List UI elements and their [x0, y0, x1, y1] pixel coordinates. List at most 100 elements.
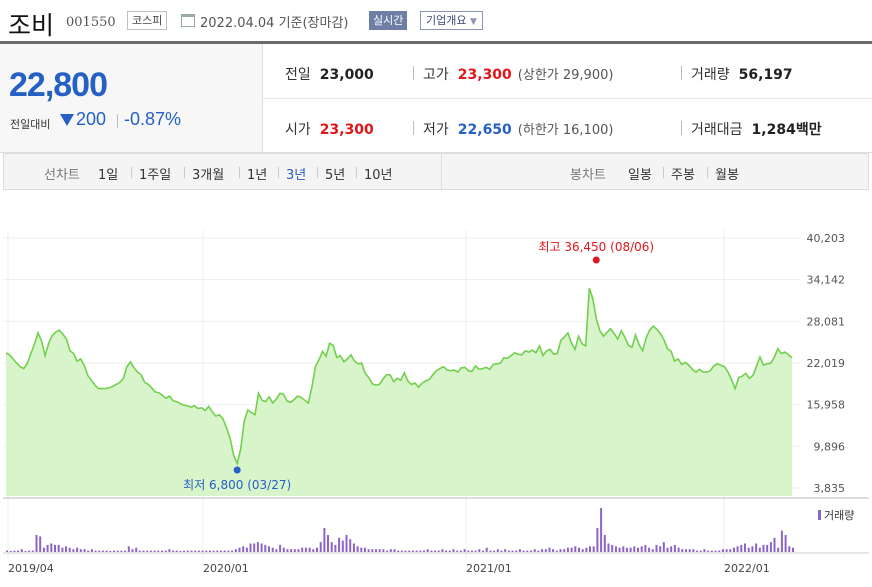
volume-bar [124, 550, 127, 552]
tab-1d[interactable]: 1일 [98, 168, 119, 183]
volume-bar [467, 550, 470, 552]
high-marker [592, 256, 600, 264]
stat-prev-close: 전일 23,000 [285, 64, 374, 84]
x-tick-label: 2020/01 [203, 562, 249, 575]
tab-1y[interactable]: 1년 [247, 168, 268, 183]
price-area [6, 288, 792, 496]
volume-bar [35, 535, 38, 552]
volume-bar [600, 508, 603, 552]
volume-bar [699, 550, 702, 552]
divider [413, 121, 414, 135]
divider [663, 167, 664, 178]
volume-bar [685, 549, 687, 552]
tab-daily[interactable]: 일봉 [628, 168, 652, 183]
tab-1w[interactable]: 1주일 [139, 168, 172, 183]
volume-bar [168, 549, 171, 552]
volume-bar [496, 549, 499, 552]
volume-bar [788, 546, 791, 552]
volume-bar [312, 549, 315, 552]
volume-bar [633, 546, 636, 552]
volume-bar [544, 549, 547, 552]
change-label: 전일대비 [10, 118, 51, 131]
volume-bar [268, 546, 270, 552]
divider [441, 154, 442, 189]
volume-bar [46, 544, 49, 552]
volume-bar [780, 530, 783, 552]
volume-bar [304, 547, 307, 552]
volume-legend-label: 거래량 [824, 509, 854, 522]
volume-bar [482, 550, 484, 552]
tab-monthly[interactable]: 월봉 [715, 168, 739, 183]
volume-bar [589, 546, 591, 552]
volume-bar [245, 547, 248, 552]
volume-bar [382, 549, 385, 552]
price-stats: 전일 23,000 고가 23,300 (상한가 29,900) 거래량 56,197 … [263, 44, 872, 153]
line-chart-label: 선차트 [44, 168, 80, 183]
tab-5y[interactable]: 5년 [325, 168, 346, 183]
tab-3m[interactable]: 3개월 [192, 168, 225, 183]
company-overview-button[interactable]: 기업개요 ▼ [420, 11, 483, 30]
volume-bar [736, 546, 739, 552]
volume-bar [113, 550, 115, 552]
volume-bar [574, 546, 577, 552]
stats-row: 전일 23,000 고가 23,300 (상한가 29,900) 거래량 56,197 [263, 44, 872, 98]
volume-bar [319, 542, 322, 552]
market-badge: 코스피 [127, 11, 168, 30]
tab-3y[interactable]: 3년 [286, 168, 307, 183]
volume-bar [485, 547, 488, 552]
volume-bar [648, 547, 651, 552]
volume-bar [20, 549, 23, 552]
volume-bar [349, 539, 352, 552]
divider [117, 114, 118, 128]
volume-bar [696, 550, 699, 552]
volume-bar [725, 549, 728, 552]
lower-limit: (하한가 16,100) [517, 123, 614, 138]
volume-bar [116, 550, 119, 552]
stat-value: 23,300 [457, 67, 512, 83]
volume-bar [677, 547, 680, 552]
divider [681, 121, 682, 135]
volume-bar [755, 543, 758, 552]
volume-bar [611, 544, 614, 552]
volume-bar [120, 550, 123, 552]
volume-bar [592, 546, 595, 552]
volume-legend-swatch [818, 510, 821, 520]
realtime-button[interactable]: 실시간 [369, 11, 408, 30]
volume-bar [286, 549, 289, 552]
volume-bar [153, 550, 156, 552]
volume-bar [548, 547, 551, 552]
volume-bar [478, 549, 481, 552]
volume-bar [6, 550, 8, 552]
volume-bar [578, 547, 580, 552]
volume-bar [692, 549, 695, 552]
volume-bar [57, 544, 60, 552]
volume-bar [618, 547, 621, 552]
volume-bar [640, 546, 643, 552]
volume-bar [393, 549, 396, 552]
stat-value: 23,300 [319, 122, 374, 138]
volume-bar [183, 550, 186, 552]
divider [131, 167, 132, 178]
volume-bar [330, 542, 333, 552]
volume-bar [622, 546, 625, 552]
tab-10y[interactable]: 10년 [364, 168, 393, 183]
volume-bar [31, 550, 34, 552]
volume-bar [352, 543, 355, 552]
volume-bar [201, 550, 204, 552]
volume-bar [662, 542, 665, 552]
company-overview-label: 기업개요 [426, 14, 467, 27]
volume-bar [570, 547, 573, 552]
volume-bar [766, 544, 769, 552]
volume-bar [327, 535, 329, 552]
divider [278, 167, 279, 178]
volume-bar [489, 550, 492, 552]
tab-weekly[interactable]: 주봉 [671, 168, 695, 183]
price-line [5, 287, 793, 467]
volume-bar [260, 543, 263, 552]
volume-bar [566, 547, 569, 552]
volume-bar [42, 547, 45, 552]
x-axis: 2019/04 2020/01 2021/01 2022/01 [8, 562, 770, 575]
volume-bar [323, 527, 326, 552]
volume-bar [131, 549, 134, 552]
